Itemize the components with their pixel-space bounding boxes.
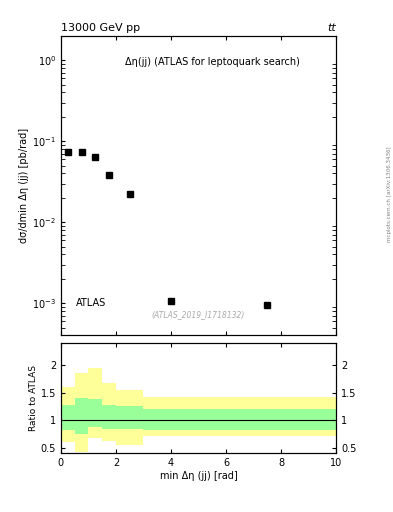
Bar [116,406,143,429]
Text: mcplots.cern.ch [arXiv:1306.3436]: mcplots.cern.ch [arXiv:1306.3436] [387,147,392,242]
Bar [116,390,143,445]
Bar [102,382,116,441]
Bar [143,397,336,436]
Text: (ATLAS_2019_I1718132): (ATLAS_2019_I1718132) [152,310,245,319]
Y-axis label: Ratio to ATLAS: Ratio to ATLAS [29,365,38,431]
Text: 13000 GeV pp: 13000 GeV pp [61,23,140,33]
Y-axis label: dσ/dmin Δη (jj) [pb/rad]: dσ/dmin Δη (jj) [pb/rad] [19,128,29,243]
X-axis label: min Δη (jj) [rad]: min Δη (jj) [rad] [160,471,237,481]
Bar [143,409,336,430]
Bar [75,373,88,452]
Text: Δη(jj) (ATLAS for leptoquark search): Δη(jj) (ATLAS for leptoquark search) [125,57,299,67]
Bar [102,404,116,429]
Bar [61,404,75,430]
Bar [88,368,102,438]
Text: ATLAS: ATLAS [76,298,106,308]
Text: tt: tt [327,23,336,33]
Bar [88,399,102,427]
Bar [75,398,88,434]
Bar [61,387,75,442]
